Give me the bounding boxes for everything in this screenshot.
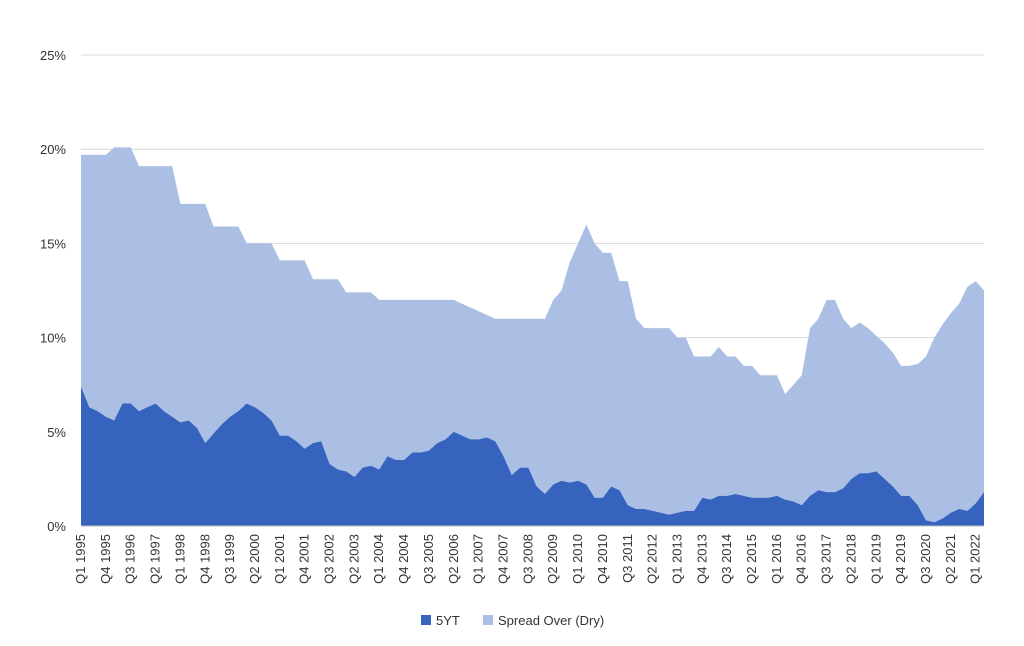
x-tick-label: Q4 1995: [98, 534, 113, 584]
x-tick-label: Q1 2013: [669, 534, 684, 584]
x-tick-label: Q1 2022: [968, 534, 983, 584]
x-tick-label: Q3 2002: [322, 534, 337, 584]
x-tick-label: Q3 2008: [520, 534, 535, 584]
x-tick-label: Q2 2012: [645, 534, 660, 584]
x-tick-label: Q1 2019: [868, 534, 883, 584]
y-axis: 0% 5% 10% 15% 20% 25%: [40, 48, 66, 534]
x-tick-label: Q4 2013: [694, 534, 709, 584]
x-tick-label: Q2 2006: [446, 534, 461, 584]
x-tick-label: Q2 1997: [148, 534, 163, 584]
legend-label-1: 5YT: [436, 613, 460, 628]
x-tick-label: Q1 2007: [471, 534, 486, 584]
area-5yt: [81, 386, 984, 526]
y-tick-label: 15%: [40, 236, 66, 251]
x-tick-label: Q3 2011: [620, 534, 635, 583]
x-tick-label: Q1 2004: [371, 534, 386, 584]
legend: 5YT Spread Over (Dry): [421, 613, 604, 628]
x-tick-label: Q3 2017: [819, 534, 834, 584]
x-tick-label: Q2 2003: [346, 534, 361, 584]
y-tick-label: 20%: [40, 142, 66, 157]
x-tick-label: Q3 2005: [421, 534, 436, 584]
x-tick-label: Q4 2016: [794, 534, 809, 584]
x-tick-label: Q2 2021: [943, 534, 958, 584]
y-tick-label: 25%: [40, 48, 66, 63]
x-tick-label: Q4 2010: [595, 534, 610, 584]
x-tick-label: Q1 2001: [272, 534, 287, 584]
x-tick-label: Q4 2004: [396, 534, 411, 584]
legend-swatch-1: [421, 615, 431, 625]
x-tick-label: Q1 2016: [769, 534, 784, 584]
x-tick-label: Q4 2019: [893, 534, 908, 584]
x-tick-label: Q4 1998: [197, 534, 212, 584]
y-tick-label: 5%: [47, 425, 66, 440]
area-series: [81, 147, 984, 527]
x-tick-label: Q2 2015: [744, 534, 759, 584]
x-tick-label: Q3 2020: [918, 534, 933, 584]
x-tick-label: Q4 2001: [297, 534, 312, 584]
x-axis: Q1 1995 Q4 1995 Q3 1996 Q2 1997 Q1 1998 Q4 19…: [73, 534, 983, 584]
y-tick-label: 10%: [40, 331, 66, 346]
x-tick-label: Q3 2014: [719, 534, 734, 584]
x-tick-label: Q1 2010: [570, 534, 585, 584]
x-tick-label: Q2 2018: [843, 534, 858, 584]
x-tick-label: Q1 1995: [73, 534, 88, 584]
x-tick-label: Q2 2000: [247, 534, 262, 584]
x-tick-label: Q4 2007: [496, 534, 511, 584]
legend-label-2: Spread Over (Dry): [498, 613, 604, 628]
area-spread-over-dry: [81, 147, 984, 523]
x-tick-label: Q1 1998: [172, 534, 187, 584]
x-tick-label: Q2 2009: [545, 534, 560, 584]
y-tick-label: 0%: [47, 519, 66, 534]
legend-swatch-2: [483, 615, 493, 625]
x-tick-label: Q3 1999: [222, 534, 237, 584]
x-tick-label: Q3 1996: [123, 534, 138, 584]
